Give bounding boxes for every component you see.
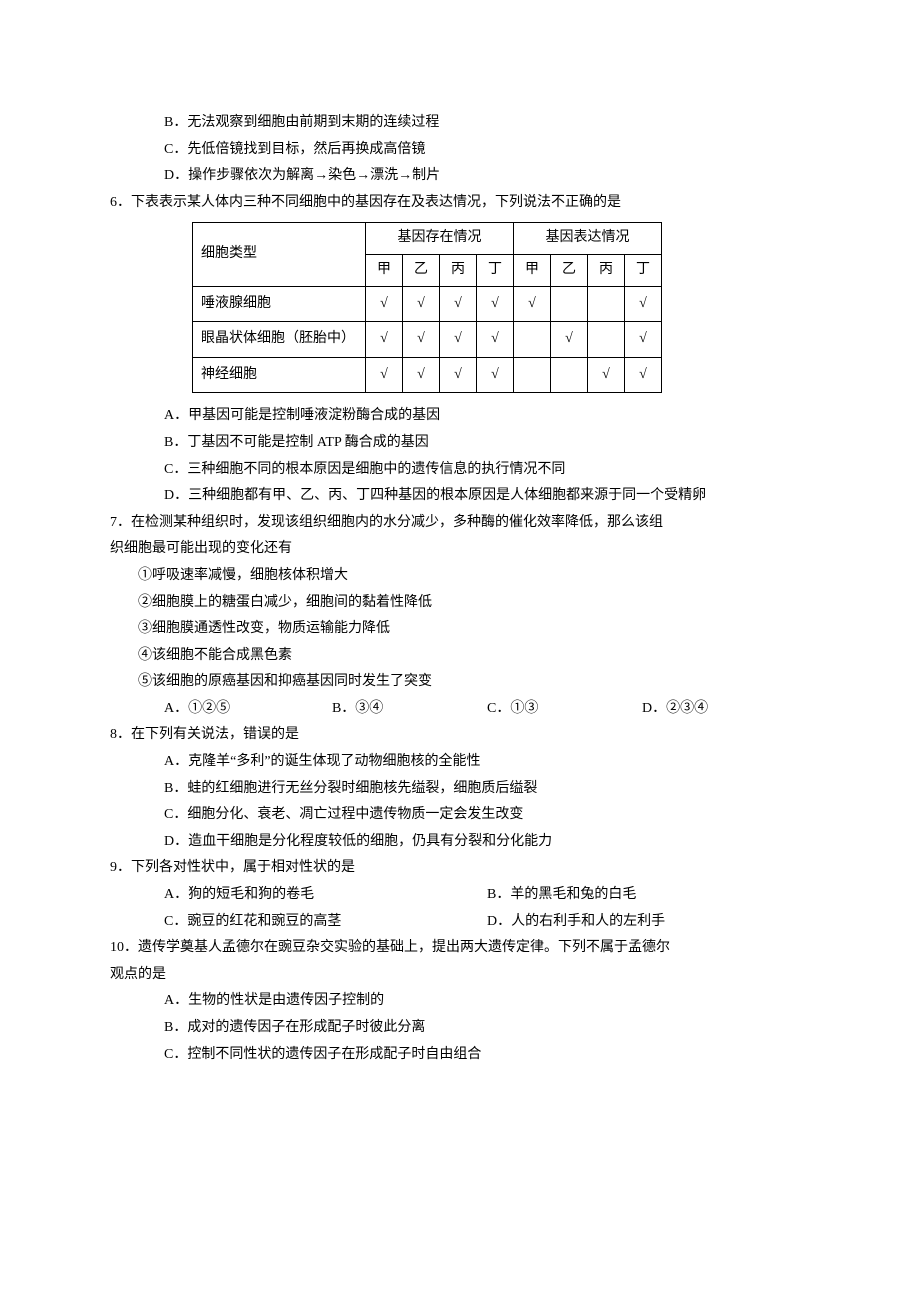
- th-express: 基因表达情况: [514, 223, 662, 255]
- gene-table: 细胞类型 基因存在情况 基因表达情况 甲 乙 丙 丁 甲 乙 丙 丁 唾液腺细胞…: [192, 222, 662, 393]
- q5-option-b: B．无法观察到细胞由前期到末期的连续过程: [110, 110, 810, 137]
- cell: √: [551, 322, 588, 358]
- q7-sub-5: ⑤该细胞的原癌基因和抑癌基因同时发生了突变: [110, 669, 810, 696]
- th-exist: 基因存在情况: [366, 223, 514, 255]
- q8-option-c: C．细胞分化、衰老、凋亡过程中遗传物质一定会发生改变: [110, 802, 810, 829]
- cell: √: [440, 322, 477, 358]
- q9-option-a: A．狗的短毛和狗的卷毛: [164, 882, 487, 909]
- q5-option-d: D．操作步骤依次为解离→染色→漂洗→制片: [110, 163, 810, 190]
- q6-option-a: A．甲基因可能是控制唾液淀粉酶合成的基因: [110, 403, 810, 430]
- q8-option-d: D．造血干细胞是分化程度较低的细胞，仍具有分裂和分化能力: [110, 829, 810, 856]
- cell: √: [477, 322, 514, 358]
- cell: √: [625, 322, 662, 358]
- cell: √: [440, 286, 477, 322]
- th-exist-jia: 甲: [366, 254, 403, 286]
- page: B．无法观察到细胞由前期到末期的连续过程 C．先低倍镜找到目标，然后再换成高倍镜…: [0, 0, 920, 1138]
- cell: √: [588, 357, 625, 393]
- q6-stem: 6．下表表示某人体内三种不同细胞中的基因存在及表达情况，下列说法不正确的是: [110, 190, 810, 217]
- cell: √: [366, 322, 403, 358]
- q9-option-c: C．豌豆的红花和豌豆的高茎: [164, 909, 487, 936]
- q6-option-c: C．三种细胞不同的根本原因是细胞中的遗传信息的执行情况不同: [110, 457, 810, 484]
- q7-sub-1: ①呼吸速率减慢，细胞核体积增大: [110, 563, 810, 590]
- q10-option-c: C．控制不同性状的遗传因子在形成配子时自由组合: [110, 1042, 810, 1069]
- q10-stem-line1: 10．遗传学奠基人孟德尔在豌豆杂交实验的基础上，提出两大遗传定律。下列不属于孟德…: [110, 935, 810, 962]
- q7-option-c: C．①③: [487, 696, 642, 723]
- q7-option-b: B．③④: [332, 696, 487, 723]
- q9-option-d: D．人的右利手和人的左利手: [487, 909, 810, 936]
- th-expr-bing: 丙: [588, 254, 625, 286]
- cell: [588, 322, 625, 358]
- cell: √: [625, 357, 662, 393]
- row-label: 眼晶状体细胞（胚胎中）: [193, 322, 366, 358]
- q7-stem-line2: 织细胞最可能出现的变化还有: [110, 536, 810, 563]
- cell: [514, 322, 551, 358]
- cell: [514, 357, 551, 393]
- q9-options-row1: A．狗的短毛和狗的卷毛 B．羊的黑毛和兔的白毛: [110, 882, 810, 909]
- cell: √: [366, 286, 403, 322]
- q10-option-a: A．生物的性状是由遗传因子控制的: [110, 988, 810, 1015]
- q7-sub-2: ②细胞膜上的糖蛋白减少，细胞间的黏着性降低: [110, 590, 810, 617]
- cell: [551, 286, 588, 322]
- q10-option-b: B．成对的遗传因子在形成配子时彼此分离: [110, 1015, 810, 1042]
- q8-stem: 8．在下列有关说法，错误的是: [110, 722, 810, 749]
- q7-stem-line1: 7．在检测某种组织时，发现该组织细胞内的水分减少，多种酶的催化效率降低，那么该组: [110, 510, 810, 537]
- th-exist-bing: 丙: [440, 254, 477, 286]
- q6-option-b: B．丁基因不可能是控制 ATP 酶合成的基因: [110, 430, 810, 457]
- q5-option-c: C．先低倍镜找到目标，然后再换成高倍镜: [110, 137, 810, 164]
- q8-option-b: B．蛙的红细胞进行无丝分裂时细胞核先缢裂，细胞质后缢裂: [110, 776, 810, 803]
- q8-option-a: A．克隆羊“多利”的诞生体现了动物细胞核的全能性: [110, 749, 810, 776]
- cell: √: [403, 322, 440, 358]
- row-label: 神经细胞: [193, 357, 366, 393]
- cell: √: [403, 357, 440, 393]
- q7-sub-3: ③细胞膜通透性改变，物质运输能力降低: [110, 616, 810, 643]
- th-expr-yi: 乙: [551, 254, 588, 286]
- q10-stem-line2: 观点的是: [110, 962, 810, 989]
- table-row: 眼晶状体细胞（胚胎中） √ √ √ √ √ √: [193, 322, 662, 358]
- q7-options: A．①②⑤ B．③④ C．①③ D．②③④: [110, 696, 810, 723]
- th-expr-jia: 甲: [514, 254, 551, 286]
- th-celltype: 细胞类型: [193, 223, 366, 286]
- cell: [588, 286, 625, 322]
- q9-option-b: B．羊的黑毛和兔的白毛: [487, 882, 810, 909]
- cell: [551, 357, 588, 393]
- cell: √: [366, 357, 403, 393]
- q9-stem: 9．下列各对性状中，属于相对性状的是: [110, 855, 810, 882]
- th-exist-yi: 乙: [403, 254, 440, 286]
- th-expr-ding: 丁: [625, 254, 662, 286]
- table-row: 唾液腺细胞 √ √ √ √ √ √: [193, 286, 662, 322]
- q7-option-a: A．①②⑤: [164, 696, 332, 723]
- cell: √: [403, 286, 440, 322]
- q7-option-d: D．②③④: [642, 696, 810, 723]
- q6-option-d: D．三种细胞都有甲、乙、丙、丁四种基因的根本原因是人体细胞都来源于同一个受精卵: [110, 483, 810, 510]
- cell: √: [477, 357, 514, 393]
- cell: √: [477, 286, 514, 322]
- q9-options-row2: C．豌豆的红花和豌豆的高茎 D．人的右利手和人的左利手: [110, 909, 810, 936]
- table-row: 神经细胞 √ √ √ √ √ √: [193, 357, 662, 393]
- th-exist-ding: 丁: [477, 254, 514, 286]
- cell: √: [514, 286, 551, 322]
- row-label: 唾液腺细胞: [193, 286, 366, 322]
- q7-sub-4: ④该细胞不能合成黑色素: [110, 643, 810, 670]
- cell: √: [625, 286, 662, 322]
- cell: √: [440, 357, 477, 393]
- q6-option-d-text: D．三种细胞都有甲、乙、丙、丁四种基因的根本原因是人体细胞都来源于同一个受精卵: [164, 488, 706, 503]
